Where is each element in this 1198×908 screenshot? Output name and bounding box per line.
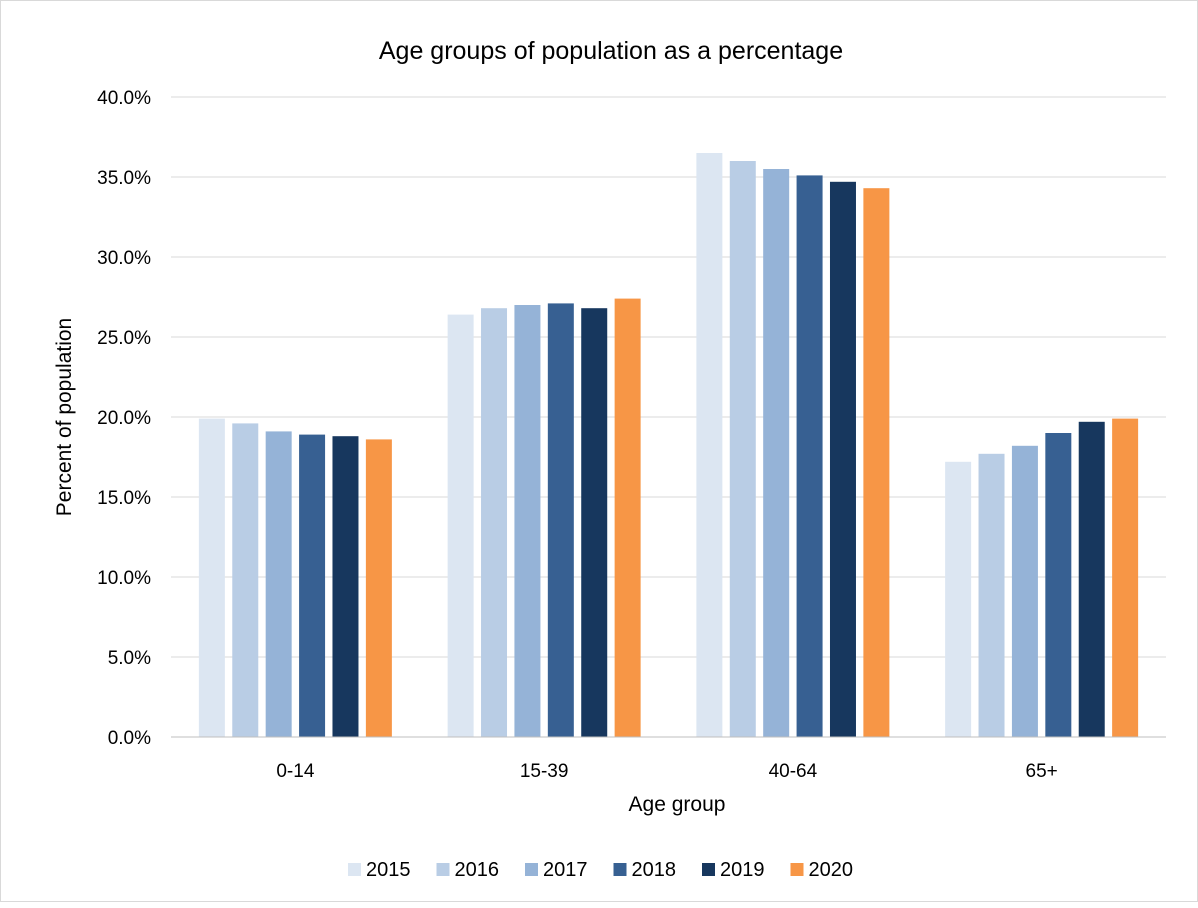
y-tick-label: 15.0%	[97, 488, 151, 509]
y-axis-tick-labels: 0.0% 5.0% 10.0% 15.0% 20.0% 25.0% 30.0% 35.0% 40…	[97, 88, 151, 749]
chart-title: Age groups of population as a percentage	[379, 37, 843, 65]
bar-2018-65+	[1045, 433, 1072, 737]
legend-swatch	[348, 863, 361, 876]
y-tick-label: 30.0%	[97, 248, 151, 269]
bar-2018-15-39	[547, 303, 574, 737]
bar-2016-65+	[978, 453, 1005, 737]
bar-2015-65+	[945, 461, 972, 737]
legend-swatch	[702, 863, 715, 876]
legend-label: 2015	[366, 859, 411, 881]
legend-label: 2018	[632, 859, 677, 881]
legend-label: 2017	[543, 859, 588, 881]
bar-2017-65+	[1011, 445, 1038, 737]
y-tick-label: 40.0%	[97, 88, 151, 109]
legend-swatch	[436, 863, 450, 876]
legend: 2015 2016 2017 2018 2019 2020	[348, 859, 853, 881]
y-tick-label: 10.0%	[97, 568, 151, 589]
legend-swatch	[613, 863, 627, 876]
bar-2017-0-14	[265, 431, 292, 737]
bar-2016-0-14	[232, 423, 259, 737]
legend-swatch	[525, 863, 538, 876]
bar-2020-0-14	[365, 439, 392, 737]
bar-2020-15-39	[614, 298, 641, 737]
x-tick-label: 40-64	[769, 761, 818, 782]
y-tick-label: 20.0%	[97, 408, 151, 429]
bar-2016-40-64	[729, 161, 756, 737]
x-tick-label: 15-39	[520, 761, 569, 782]
legend-label: 2020	[809, 859, 854, 881]
bar-2018-40-64	[796, 175, 823, 737]
bar-2019-0-14	[332, 436, 359, 737]
x-tick-label: 65+	[1026, 761, 1058, 782]
x-tick-label: 0-14	[276, 761, 314, 782]
bar-2015-0-14	[198, 418, 225, 737]
bar-2017-40-64	[763, 169, 790, 737]
bar-2015-40-64	[696, 153, 723, 737]
y-axis-label: Percent of population	[53, 318, 76, 516]
bar-2016-15-39	[481, 308, 508, 737]
legend-swatch	[790, 863, 804, 876]
x-axis-tick-labels: 0-14 15-39 40-64 65+	[276, 761, 1057, 782]
bar-2017-15-39	[514, 305, 541, 737]
y-tick-label: 0.0%	[108, 728, 151, 749]
x-axis-label: Age group	[629, 793, 726, 816]
bar-2015-15-39	[447, 314, 474, 737]
bar-2018-0-14	[299, 434, 326, 737]
legend-label: 2016	[455, 859, 500, 881]
bars	[198, 153, 1139, 738]
bar-2020-40-64	[863, 188, 890, 737]
bar-2019-15-39	[581, 308, 608, 737]
y-tick-label: 25.0%	[97, 328, 151, 349]
y-tick-label: 35.0%	[97, 168, 151, 189]
bar-2020-65+	[1112, 418, 1139, 737]
legend-label: 2019	[720, 859, 765, 881]
bar-2019-65+	[1078, 421, 1105, 737]
bar-2019-40-64	[829, 181, 856, 738]
y-tick-label: 5.0%	[108, 648, 151, 669]
